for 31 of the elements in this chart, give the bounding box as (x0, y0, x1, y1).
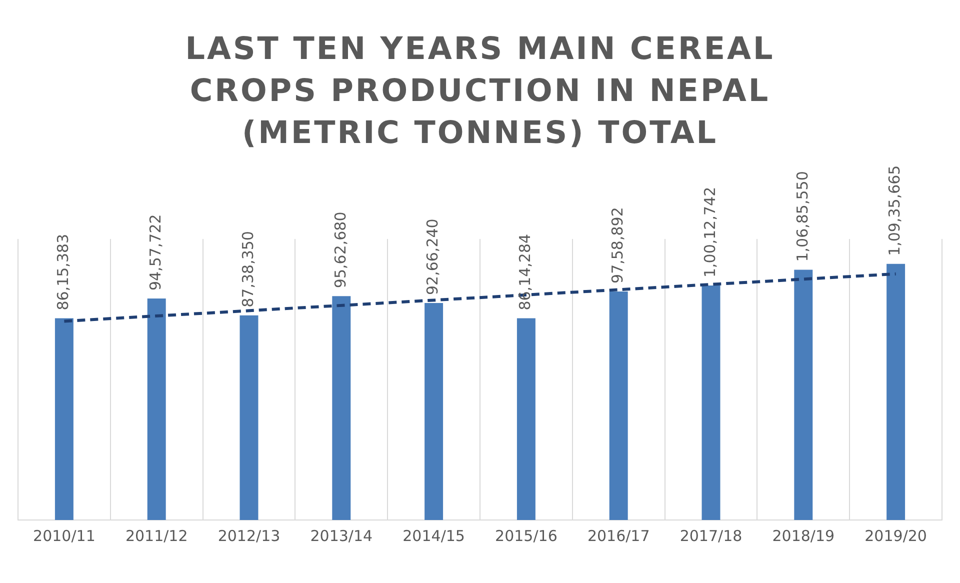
data-label: 94,57,722 (146, 214, 164, 291)
x-tick-label: 2019/20 (864, 526, 927, 545)
data-label: 87,38,350 (238, 231, 257, 308)
data-label: 1,09,35,665 (886, 165, 904, 256)
bar (147, 298, 166, 520)
x-tick-label: 2011/12 (125, 526, 188, 545)
bar (609, 291, 628, 520)
bar (516, 318, 536, 520)
data-label: 1,00,12,742 (700, 186, 719, 278)
bar (54, 318, 74, 520)
data-label: 1,06,85,550 (793, 171, 812, 262)
x-tick-label: 2017/18 (680, 526, 742, 545)
bar (424, 303, 444, 520)
x-tick-label: 2015/16 (495, 526, 558, 545)
x-tick-label: 2018/19 (772, 526, 835, 545)
bar (240, 315, 258, 520)
data-label: 95,62,680 (331, 212, 350, 288)
data-label: 92,66,240 (424, 218, 442, 296)
data-label: 86,14,284 (516, 234, 534, 310)
x-tick-label: 2010/11 (33, 526, 96, 545)
bar (794, 270, 813, 520)
bar (886, 264, 906, 520)
bar (702, 286, 720, 520)
data-label: 97,58,892 (608, 207, 626, 284)
bar (332, 296, 351, 520)
chart-title: LAST TEN YEARS MAIN CEREAL CROPS PRODUCTION IN NEPAL (METRIC TONNES) TOTAL (184, 30, 776, 153)
x-tick-label: 2016/17 (587, 526, 650, 545)
data-label: 86,15,383 (54, 234, 72, 310)
x-tick-label: 2014/15 (402, 526, 465, 545)
x-tick-label: 2013/14 (310, 526, 373, 545)
x-tick-label: 2012/13 (218, 526, 280, 545)
